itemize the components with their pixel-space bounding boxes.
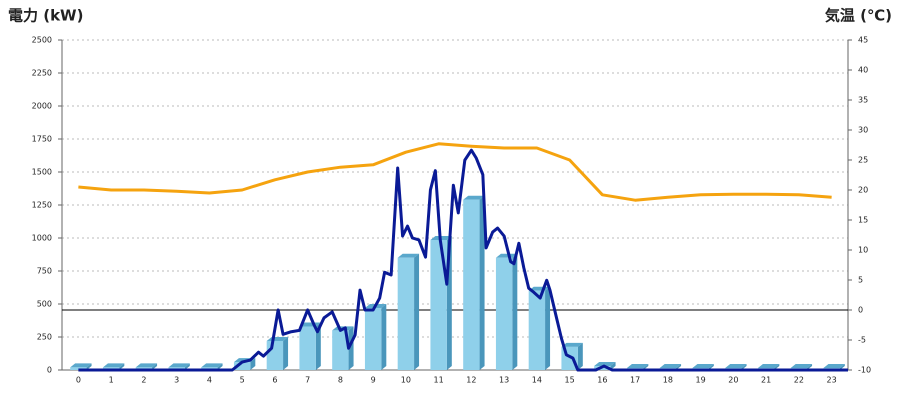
x-tick-label: 12 [466, 376, 476, 385]
bar-top [626, 364, 649, 369]
x-tick-label: 4 [207, 376, 212, 385]
bar [364, 307, 382, 370]
y-tick-label: 1500 [32, 168, 52, 177]
bar-side [86, 363, 92, 370]
line [78, 142, 832, 202]
x-tick-label: 15 [565, 376, 575, 385]
x-tick-label: 20 [728, 376, 738, 385]
bar-top [168, 363, 190, 368]
x-tick-label: 6 [272, 376, 277, 385]
x-tick-label: 21 [761, 376, 771, 385]
bar [332, 330, 349, 370]
bar-top [102, 363, 125, 368]
bar-top [397, 253, 420, 258]
y-tick-label: 1250 [32, 201, 52, 210]
bar-side [577, 342, 583, 370]
bar-top [757, 364, 780, 369]
bar-side [250, 358, 256, 370]
y2-axis-title: 気温 (℃) [825, 7, 892, 25]
x-tick-label: 17 [630, 376, 640, 385]
bar-side [152, 363, 158, 370]
bar-top [659, 364, 682, 369]
bar-top [495, 253, 518, 258]
x-tick-label: 7 [305, 376, 310, 385]
bar [299, 326, 316, 370]
bar-top [70, 363, 92, 368]
bar-top [201, 363, 223, 368]
y-tick-label: 1000 [32, 234, 52, 243]
y2-tick-label: 20 [858, 186, 868, 195]
bar-top [561, 342, 583, 347]
x-tick-label: 8 [338, 376, 343, 385]
bar [430, 239, 447, 370]
bar-side [479, 195, 485, 370]
x-tick-label: 1 [109, 376, 114, 385]
y-tick-label: 500 [37, 300, 52, 309]
bar-top [135, 363, 158, 368]
bar-side [512, 253, 518, 370]
y2-tick-label: 25 [858, 156, 868, 165]
x-tick-label: 3 [174, 376, 179, 385]
bar-side [184, 363, 190, 370]
y-tick-label: 2000 [32, 102, 52, 111]
x-tick-label: 23 [827, 376, 837, 385]
x-tick-label: 9 [371, 376, 376, 385]
x-tick-label: 19 [696, 376, 706, 385]
bar-side [119, 363, 125, 370]
bar [266, 340, 284, 370]
bar [463, 199, 480, 370]
x-tick-label: 16 [597, 376, 607, 385]
y-tick-label: 2250 [32, 69, 52, 78]
y2-tick-label: 15 [858, 216, 868, 225]
bar-top [463, 195, 485, 200]
x-tick-label: 14 [532, 376, 542, 385]
y-tick-label: 750 [37, 267, 52, 276]
y2-tick-label: 45 [858, 36, 868, 45]
x-tick-label: 2 [141, 376, 146, 385]
bar-top [692, 364, 714, 369]
y-axis-title: 電力 (kW) [8, 7, 83, 25]
x-tick-label: 11 [434, 376, 444, 385]
bar-side [414, 253, 420, 370]
y2-tick-label: 40 [858, 66, 868, 75]
x-tick-label: 5 [240, 376, 245, 385]
y2-tick-label: 30 [858, 126, 868, 135]
y-tick-label: 0 [47, 366, 52, 375]
bar-side [283, 336, 289, 370]
y-tick-label: 1750 [32, 135, 52, 144]
bar-top [790, 364, 813, 369]
bar [397, 257, 415, 370]
x-tick-label: 10 [401, 376, 411, 385]
y2-tick-label: 10 [858, 246, 868, 255]
y2-tick-label: 35 [858, 96, 868, 105]
x-tick-label: 0 [76, 376, 81, 385]
bar-side [381, 303, 387, 370]
bar [233, 362, 251, 370]
y2-tick-label: 5 [858, 276, 863, 285]
x-tick-label: 13 [499, 376, 509, 385]
bar-top [594, 362, 616, 367]
y2-tick-label: -10 [858, 366, 871, 375]
y2-tick-label: 0 [858, 306, 863, 315]
bar-top [725, 364, 747, 369]
bar-side [610, 362, 616, 370]
x-tick-label: 18 [663, 376, 673, 385]
bar [528, 290, 546, 370]
y-tick-label: 250 [37, 333, 52, 342]
bar-side [217, 363, 223, 370]
bar-side [315, 322, 321, 370]
bar-side [545, 286, 551, 370]
bar [495, 257, 513, 370]
bar-top [823, 364, 845, 369]
y2-tick-label: -5 [858, 336, 866, 345]
y-tick-label: 2500 [32, 36, 52, 45]
line [78, 148, 848, 372]
x-tick-label: 22 [794, 376, 804, 385]
